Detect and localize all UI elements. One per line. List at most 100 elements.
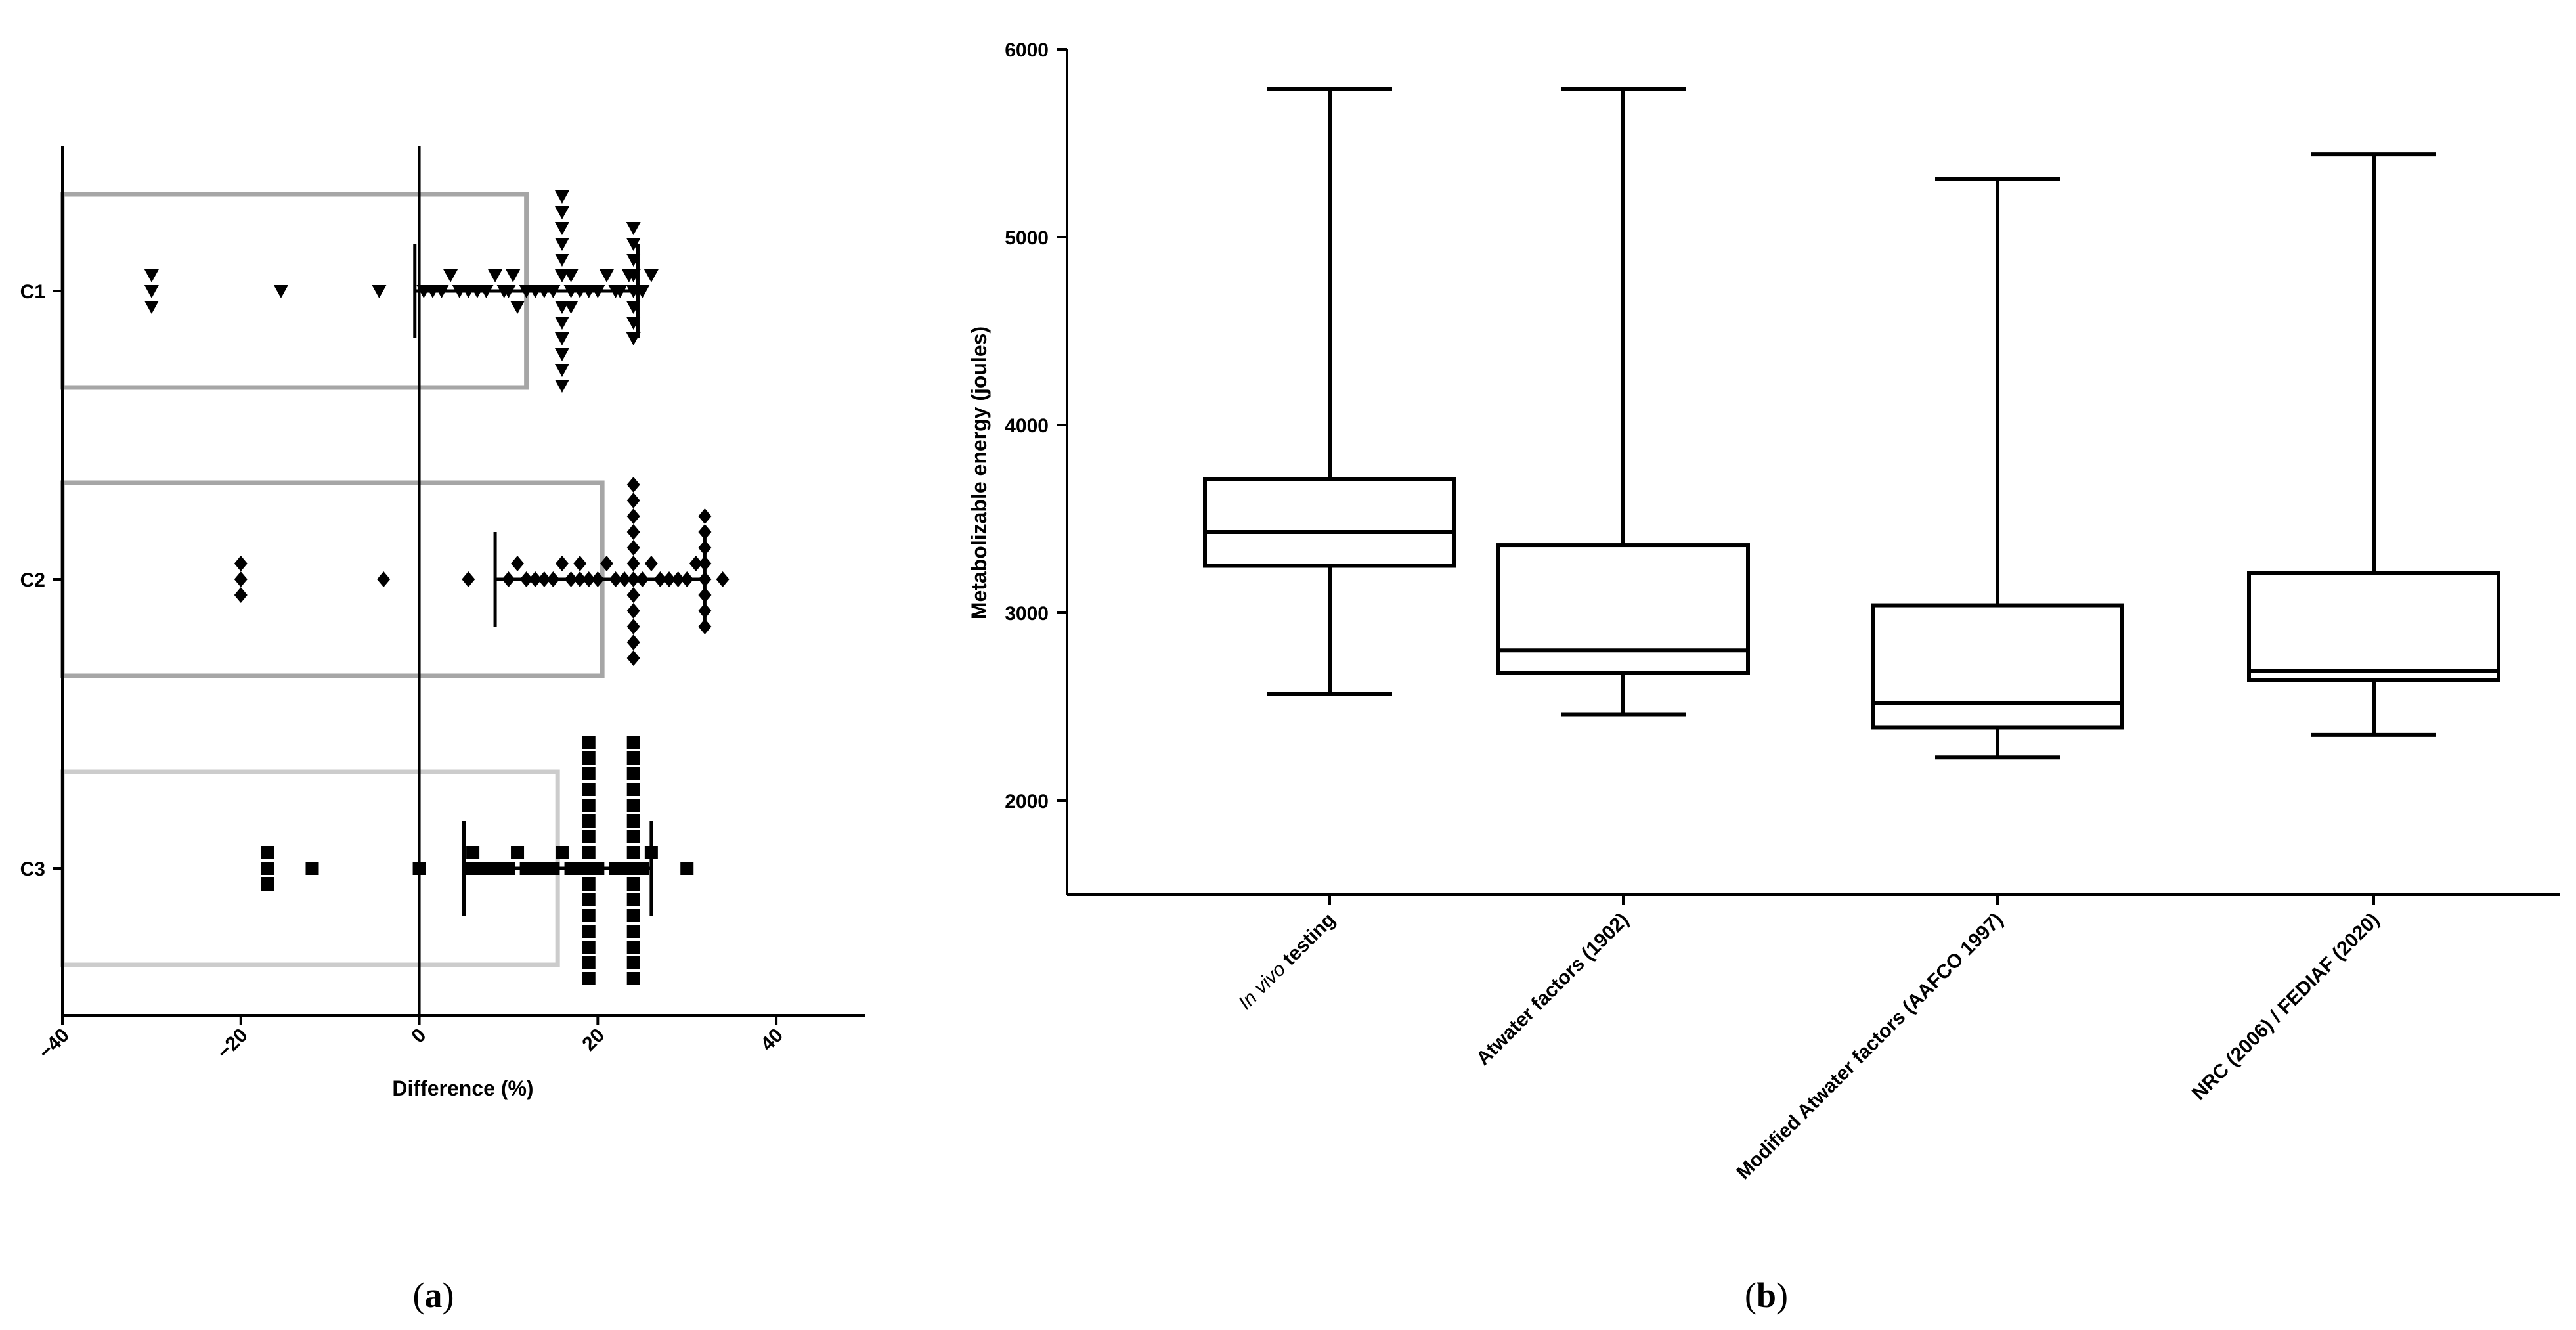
data-point-C1 [144,301,159,314]
data-point-C3 [582,751,596,765]
panel-a-letter: a [425,1275,443,1315]
data-point-C2 [698,508,712,524]
data-point-C1 [554,380,569,393]
data-point-C2 [626,556,640,571]
data-point-C1 [626,222,641,235]
data-point-C2 [234,556,248,571]
x-tick-label: −40 [35,1025,74,1063]
box-iqr [1496,543,1750,675]
x-tick-label-text: Modified Atwater factors (AAFCO 1997) [1732,909,2007,1184]
data-point-C2 [644,556,658,571]
data-point-C2 [626,587,640,603]
data-point-C1 [554,238,569,251]
x-tick-label: NRC (2006) / FEDIAF (2020) [2188,909,2384,1105]
data-point-C3 [582,767,596,780]
data-point-C3 [582,909,596,922]
data-point-C2 [626,524,640,540]
data-point-C2 [462,571,475,587]
data-point-C3 [626,909,640,922]
y-tick-label: 2000 [1005,791,1049,812]
data-point-C3 [626,972,640,985]
data-point-C3 [305,862,319,875]
data-point-C3 [582,799,596,812]
data-point-C2 [626,477,640,493]
data-point-C1 [599,269,614,282]
data-point-C3 [626,736,640,749]
data-point-C1 [563,301,579,314]
data-point-C3 [626,925,640,938]
data-point-C2 [626,619,640,634]
data-point-C2 [626,540,640,556]
data-point-C3 [626,830,640,843]
data-point-C1 [626,238,641,251]
data-point-C2 [626,603,640,619]
data-point-C3 [582,956,596,969]
x-tick-label-text: testing [1275,909,1340,974]
data-point-C3 [555,846,569,859]
panel-a-x-axis-title: Difference (%) [392,1076,533,1100]
panel-b-letter: b [1757,1275,1776,1315]
x-tick-label: −20 [213,1025,251,1063]
data-point-C3 [626,941,640,954]
data-point-C1 [554,364,569,377]
x-tick-label-text: Atwater factors (1902) [1472,909,1633,1070]
panel-b-box-plot: 2000 3000 4000 5000 6000 In vivo testing Atwat… [1005,39,2560,1184]
x-tick-label: Atwater factors (1902) [1472,909,1633,1070]
panel-b-y-axis-title: Metabolizable energy (joules) [967,326,991,619]
panel-a-caption: (a) [413,1275,454,1315]
data-point-C2 [234,587,248,603]
data-point-C3 [582,830,596,843]
y-tick-label-C2: C2 [20,569,45,591]
data-point-C2 [626,508,640,524]
data-point-C3 [582,814,596,828]
data-point-C1 [510,301,525,314]
x-tick-label: Modified Atwater factors (AAFCO 1997) [1732,909,2007,1184]
data-point-C1 [644,269,659,282]
data-point-C2 [555,556,569,571]
y-tick-label-C1: C1 [20,281,45,303]
data-point-C3 [582,941,596,954]
data-point-C1 [144,269,159,282]
panel-b-caption: (b) [1745,1275,1788,1315]
data-point-C1 [273,285,288,298]
data-point-C3 [466,846,480,859]
y-tick-label: 6000 [1005,39,1049,61]
y-tick-label: 4000 [1005,415,1049,437]
box-iqr [1871,603,2124,730]
data-point-C3 [261,846,274,859]
data-point-C3 [582,783,596,796]
data-point-C3 [582,893,596,906]
data-point-C2 [600,556,613,571]
data-point-C1 [554,222,569,235]
data-point-C3 [626,751,640,765]
y-tick-label-C3: C3 [20,858,45,880]
x-tick-label: In vivo testing [1234,909,1340,1014]
data-point-C3 [626,956,640,969]
data-point-C1 [563,269,579,282]
x-tick-label: 0 [407,1025,430,1048]
data-point-C1 [372,285,387,298]
data-point-C1 [554,332,569,345]
data-point-C3 [511,846,525,859]
data-point-C3 [626,893,640,906]
data-point-C2 [626,634,640,650]
data-point-C3 [582,877,596,891]
box-iqr [2247,571,2500,682]
data-point-C2 [626,493,640,508]
x-tick-label-text: NRC (2006) / FEDIAF (2020) [2188,909,2384,1105]
data-point-C2 [626,650,640,666]
panel-a-dot-bar-chart: −40 −20 0 20 40 C1 C2 C3 [20,146,865,1063]
data-point-C3 [626,814,640,828]
data-point-C2 [234,571,248,587]
y-tick-label: 5000 [1005,227,1049,249]
data-point-C2 [377,571,391,587]
data-point-C3 [626,877,640,891]
x-tick-label: 20 [578,1025,609,1055]
data-point-C3 [626,783,640,796]
data-point-C1 [144,285,159,298]
data-point-C1 [554,190,569,204]
x-tick-label-italic: In vivo [1234,958,1290,1014]
data-point-C3 [626,846,640,859]
data-point-C3 [626,799,640,812]
